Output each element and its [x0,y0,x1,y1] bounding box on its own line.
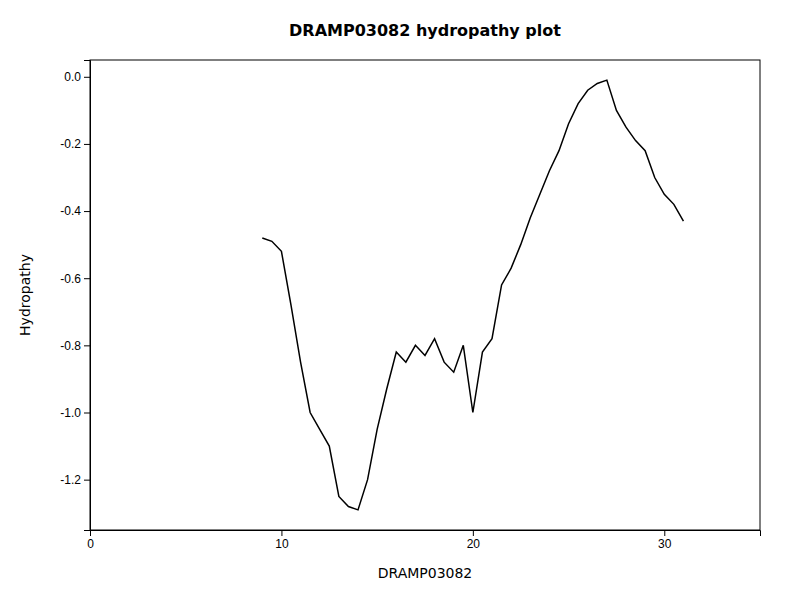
y-tick-label: -0.4 [60,204,81,218]
y-axis: 0.0 -0.2 -0.4 -0.6 -0.8 -1.0 -1.2 [60,61,90,531]
x-tick: 10 [275,530,289,551]
y-tick: -0.6 [60,272,90,286]
y-tick-label: -0.8 [60,339,81,353]
y-tick-label: -0.2 [60,137,81,151]
x-tick-label: 30 [658,537,672,551]
chart: 0 10 20 30 0.0 -0.2 -0.4 -0.6 -0.8 -1.0 -1.2 DRAMP0… [0,0,800,600]
y-tick-label: -1.2 [60,473,81,487]
x-tick-mark [473,530,474,536]
y-tick-mark [84,144,90,145]
plot-area: 0 10 20 30 0.0 -0.2 -0.4 -0.6 -0.8 -1.0 -1.2 [60,60,760,551]
y-tick: 0.0 [64,70,90,84]
y-tick-label: -0.6 [60,272,81,286]
y-tick-mark [84,480,90,481]
chart-title: DRAMP03082 hydropathy plot [289,21,561,40]
x-tick-label: 20 [467,537,481,551]
y-tick-label: 0.0 [64,70,81,84]
y-tick-label: -1.0 [60,406,81,420]
y-tick-mark [84,77,90,78]
x-tick: 30 [658,530,672,551]
y-tick-mark [84,413,90,414]
y-tick-mark [84,211,90,212]
x-tick-label: 0 [87,537,94,551]
x-axis: 0 10 20 30 [87,530,760,551]
y-axis-line [84,61,91,531]
x-tick-mark [664,530,665,536]
y-tick: -0.4 [60,204,90,218]
plot-frame [90,60,760,530]
y-tick: -0.8 [60,339,90,353]
x-axis-line [91,531,761,537]
y-tick: -1.0 [60,406,90,420]
marks [262,80,683,510]
x-tick-label: 10 [275,537,289,551]
y-axis-title: Hydropathy [17,254,33,336]
x-tick: 0 [87,530,94,551]
y-tick-mark [84,278,90,279]
x-tick: 20 [467,530,481,551]
y-tick: -1.2 [60,473,90,487]
y-tick-mark [84,345,90,346]
data-line [262,80,683,510]
y-tick: -0.2 [60,137,90,151]
x-tick-mark [281,530,282,536]
x-axis-title: DRAMP03082 [378,565,473,581]
